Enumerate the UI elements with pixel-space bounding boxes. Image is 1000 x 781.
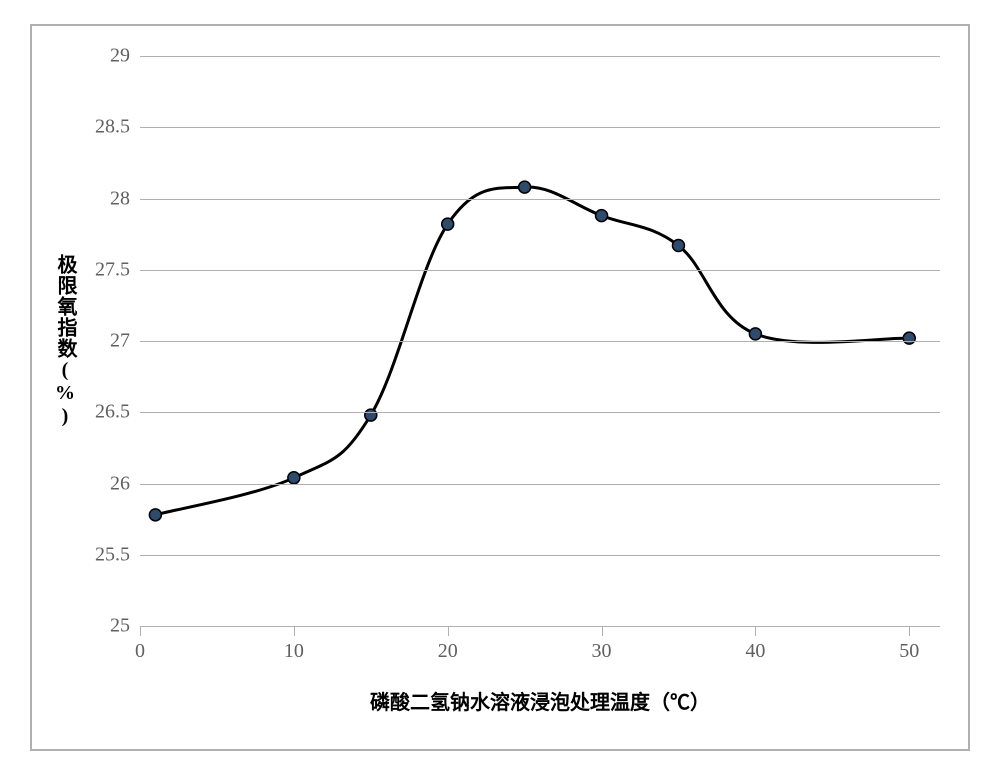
data-marker — [596, 210, 608, 222]
gridline-h — [140, 270, 940, 271]
x-tick-label: 0 — [135, 626, 145, 663]
x-tick-label: 20 — [438, 626, 458, 663]
gridline-h — [140, 56, 940, 57]
y-tick-label: 28 — [110, 187, 140, 210]
data-marker — [519, 181, 531, 193]
y-tick-label: 27 — [110, 330, 140, 353]
data-marker — [442, 218, 454, 230]
gridline-h — [140, 127, 940, 128]
gridline-h — [140, 341, 940, 342]
gridline-h — [140, 626, 940, 627]
x-tick-label: 10 — [284, 626, 304, 663]
x-tick-label: 40 — [745, 626, 765, 663]
data-marker — [672, 240, 684, 252]
x-tick-label: 30 — [592, 626, 612, 663]
gridline-h — [140, 484, 940, 485]
y-tick-label: 27.5 — [95, 258, 140, 281]
gridline-h — [140, 555, 940, 556]
data-marker — [903, 332, 915, 344]
y-tick-label: 26.5 — [95, 401, 140, 424]
y-tick-label: 29 — [110, 45, 140, 68]
y-tick-label: 25.5 — [95, 543, 140, 566]
y-tick-label: 28.5 — [95, 116, 140, 139]
plot-area: 极限氧指数(%) 磷酸二氢钠水溶液浸泡处理温度（℃） 2525.52626.52… — [140, 56, 940, 626]
gridline-h — [140, 412, 940, 413]
x-axis-title: 磷酸二氢钠水溶液浸泡处理温度（℃） — [140, 626, 940, 715]
data-marker — [749, 328, 761, 340]
data-marker — [149, 509, 161, 521]
data-marker — [288, 472, 300, 484]
chart-panel: 极限氧指数(%) 磷酸二氢钠水溶液浸泡处理温度（℃） 2525.52626.52… — [30, 24, 970, 751]
x-tick-label: 50 — [899, 626, 919, 663]
chart-outer: 极限氧指数(%) 磷酸二氢钠水溶液浸泡处理温度（℃） 2525.52626.52… — [0, 0, 1000, 781]
data-line — [155, 187, 909, 515]
y-axis-title: 极限氧指数(%) — [51, 254, 80, 428]
data-marker — [365, 409, 377, 421]
gridline-h — [140, 199, 940, 200]
y-tick-label: 26 — [110, 472, 140, 495]
